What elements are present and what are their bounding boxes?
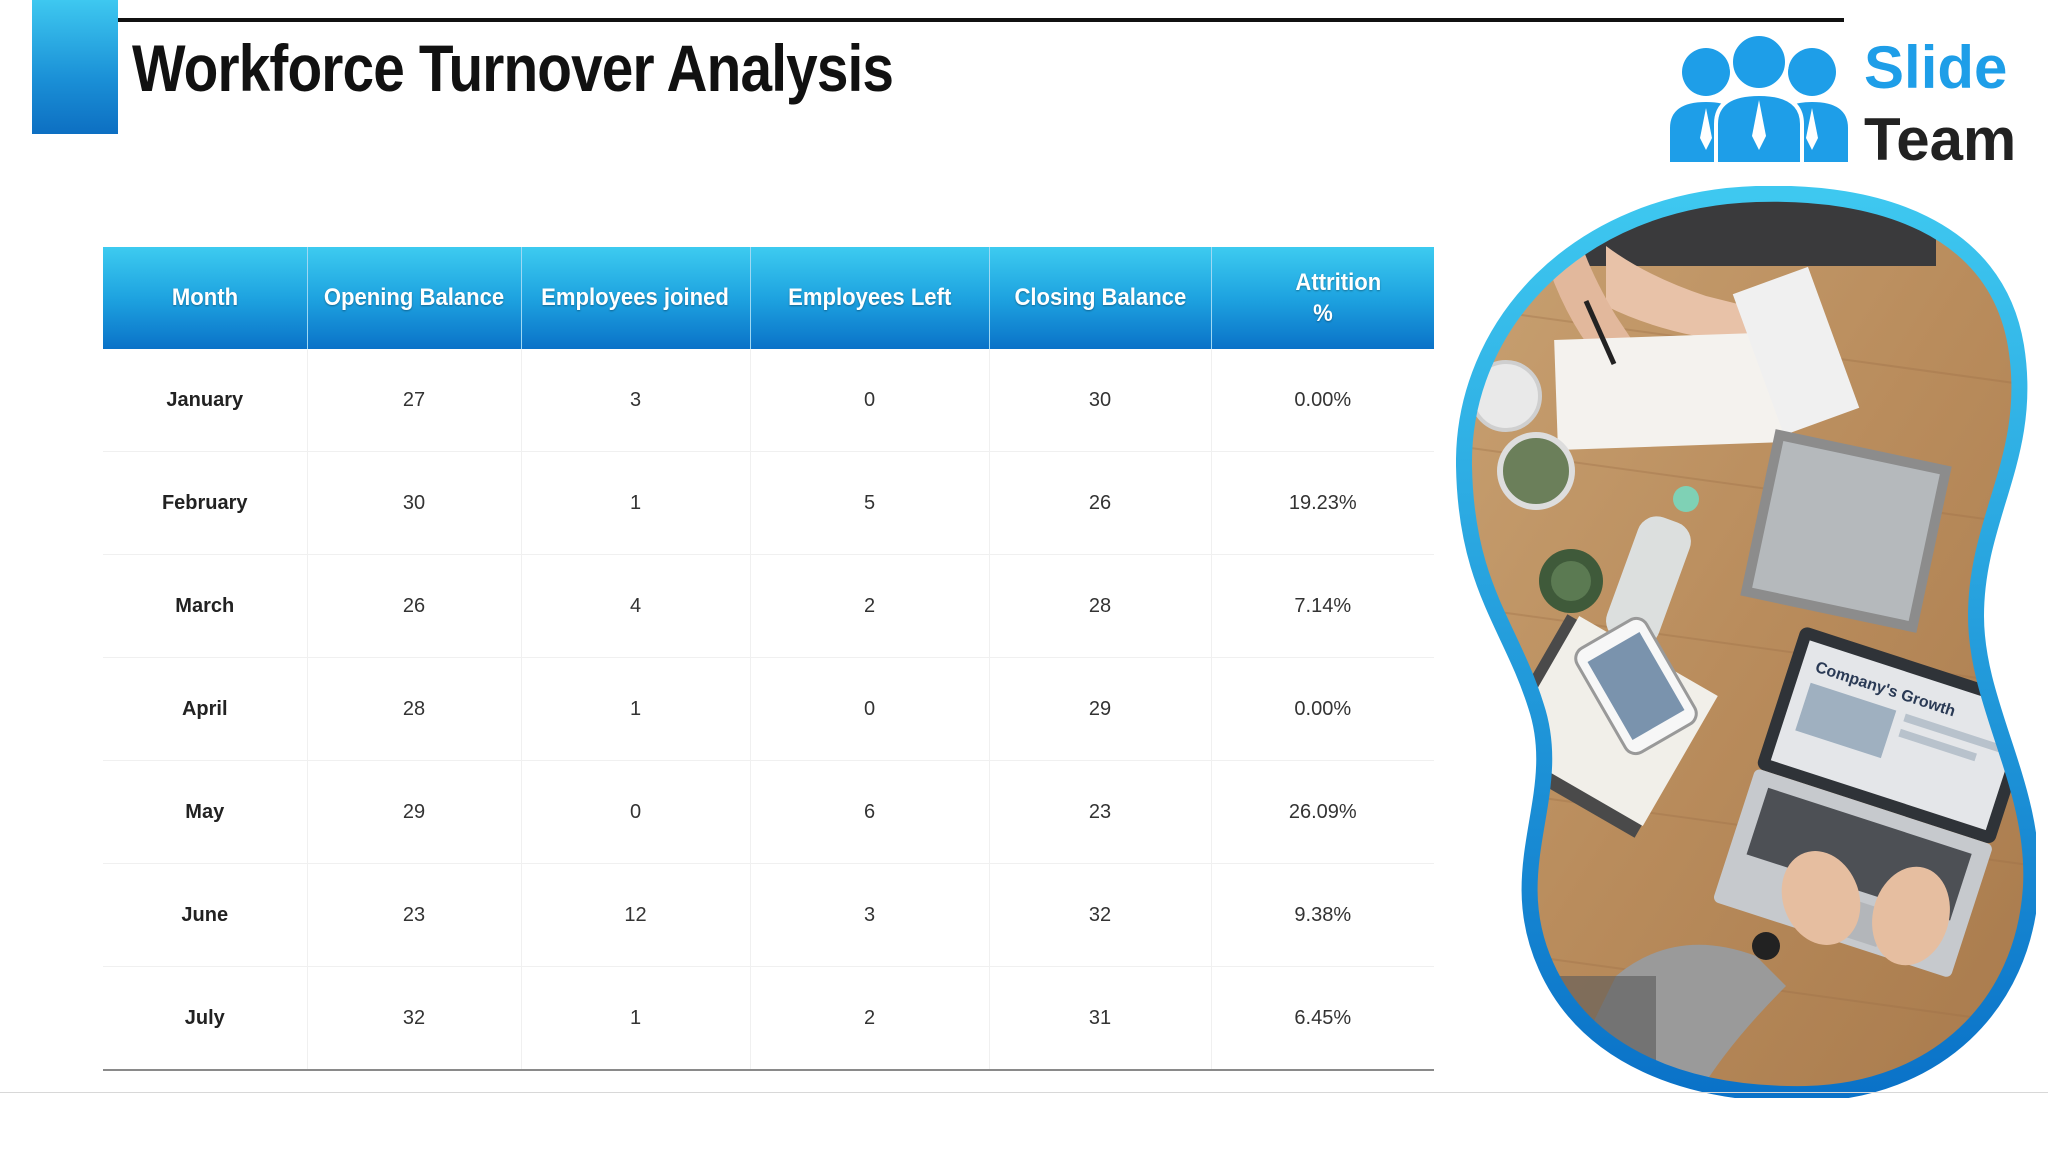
cell-opening-balance: 27 bbox=[306, 349, 521, 452]
cell-attrition: 9.38% bbox=[1210, 863, 1434, 967]
desk-photo-illustration: Company's Growth bbox=[1455, 185, 2040, 1103]
cell-employees-left: 0 bbox=[749, 657, 989, 761]
office-desk-photo: Company's Growth bbox=[1455, 185, 2040, 1103]
header-closing-balance: Closing Balance bbox=[988, 247, 1211, 349]
cell-employees-left: 0 bbox=[749, 349, 989, 452]
cell-employees-left: 5 bbox=[749, 451, 989, 555]
header-employees-left: Employees Left bbox=[749, 247, 989, 349]
page-title: Workforce Turnover Analysis bbox=[132, 31, 894, 105]
cell-opening-balance: 28 bbox=[306, 657, 521, 761]
cell-month: February bbox=[103, 451, 307, 555]
table-row: June 23 12 3 32 9.38% bbox=[103, 863, 1434, 967]
header-employees-joined: Employees joined bbox=[520, 247, 750, 349]
bottom-divider-line bbox=[0, 1092, 2048, 1093]
cell-employees-left: 2 bbox=[749, 554, 989, 658]
turnover-table: Month Opening Balance Employees joined E… bbox=[103, 247, 1434, 1071]
cell-employees-joined: 3 bbox=[520, 349, 750, 452]
cell-closing-balance: 23 bbox=[988, 760, 1211, 864]
cell-attrition: 26.09% bbox=[1210, 760, 1434, 864]
cell-opening-balance: 32 bbox=[306, 966, 521, 1071]
table-row: May 29 0 6 23 26.09% bbox=[103, 760, 1434, 864]
cell-employees-left: 6 bbox=[749, 760, 989, 864]
cell-opening-balance: 30 bbox=[306, 451, 521, 555]
cell-opening-balance: 23 bbox=[306, 863, 521, 967]
cell-closing-balance: 28 bbox=[988, 554, 1211, 658]
cell-attrition: 0.00% bbox=[1210, 349, 1434, 452]
cell-month: July bbox=[103, 966, 307, 1071]
table-row: January 27 3 0 30 0.00% bbox=[103, 349, 1434, 452]
header-attrition: Attrition % bbox=[1210, 247, 1434, 349]
cell-month: March bbox=[103, 554, 307, 658]
title-accent-block bbox=[32, 0, 118, 134]
cell-month: April bbox=[103, 657, 307, 761]
top-divider-line bbox=[118, 18, 1844, 22]
table-row: July 32 1 2 31 6.45% bbox=[103, 966, 1434, 1071]
cell-attrition: 6.45% bbox=[1210, 966, 1434, 1071]
cell-closing-balance: 26 bbox=[988, 451, 1211, 555]
table-row: March 26 4 2 28 7.14% bbox=[103, 554, 1434, 658]
table-row: February 30 1 5 26 19.23% bbox=[103, 451, 1434, 555]
cell-employees-joined: 12 bbox=[520, 863, 750, 967]
cell-attrition: 7.14% bbox=[1210, 554, 1434, 658]
cell-month: January bbox=[103, 349, 307, 452]
cell-closing-balance: 31 bbox=[988, 966, 1211, 1071]
people-icon bbox=[1670, 32, 1848, 166]
cell-opening-balance: 29 bbox=[306, 760, 521, 864]
header-month: Month bbox=[103, 247, 307, 349]
table-row: April 28 1 0 29 0.00% bbox=[103, 657, 1434, 761]
slideteam-logo: Slide Team bbox=[1664, 28, 2024, 173]
logo-word-team: Team bbox=[1864, 106, 2017, 173]
cell-closing-balance: 32 bbox=[988, 863, 1211, 967]
cell-closing-balance: 30 bbox=[988, 349, 1211, 452]
cell-month: May bbox=[103, 760, 307, 864]
cell-opening-balance: 26 bbox=[306, 554, 521, 658]
table-header-row: Month Opening Balance Employees joined E… bbox=[103, 247, 1434, 349]
cell-employees-left: 2 bbox=[749, 966, 989, 1071]
cell-attrition: 19.23% bbox=[1210, 451, 1434, 555]
cell-closing-balance: 29 bbox=[988, 657, 1211, 761]
cell-employees-joined: 0 bbox=[520, 760, 750, 864]
header-opening-balance: Opening Balance bbox=[306, 247, 521, 349]
cell-month: June bbox=[103, 863, 307, 967]
cell-employees-joined: 4 bbox=[520, 554, 750, 658]
cell-employees-joined: 1 bbox=[520, 657, 750, 761]
cell-employees-joined: 1 bbox=[520, 966, 750, 1071]
cell-employees-joined: 1 bbox=[520, 451, 750, 555]
cell-attrition: 0.00% bbox=[1210, 657, 1434, 761]
cell-employees-left: 3 bbox=[749, 863, 989, 967]
logo-word-slide: Slide bbox=[1864, 34, 2008, 101]
